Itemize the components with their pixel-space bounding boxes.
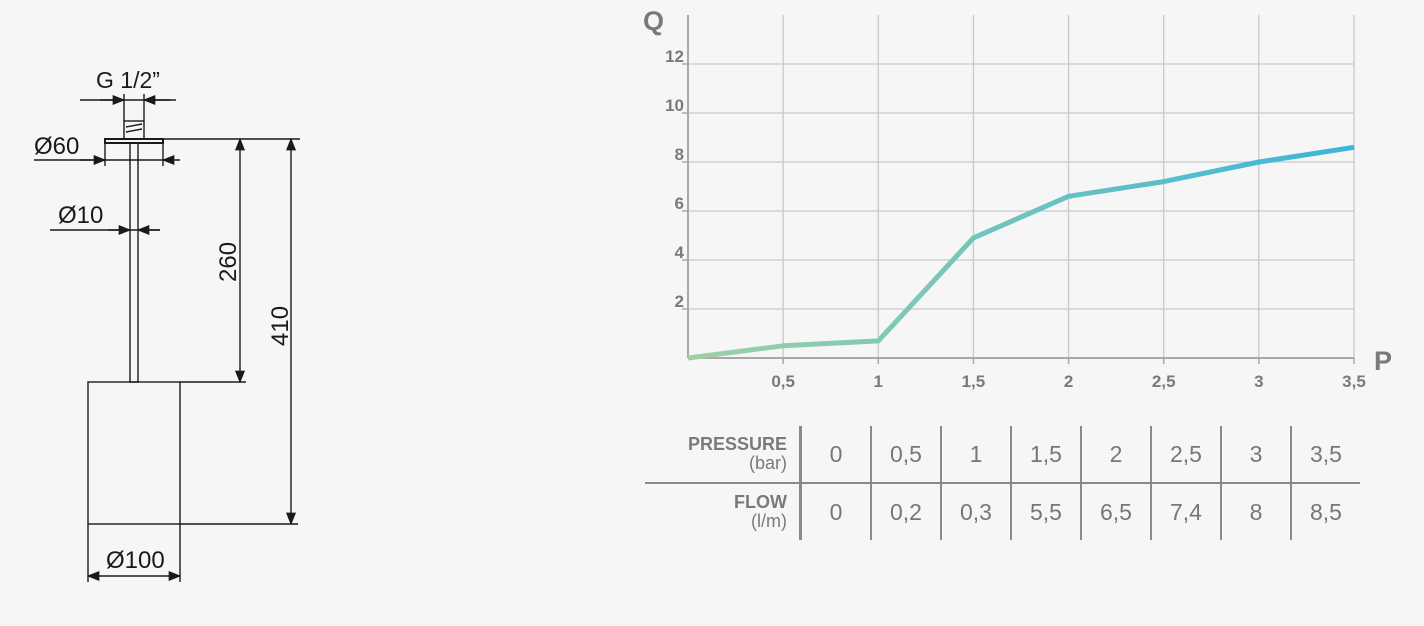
pressure-row: PRESSURE (bar) 0 0,5 1 1,5 2 2,5 3 3,5 bbox=[645, 426, 1360, 484]
flow-value-cell: 0 bbox=[799, 483, 871, 540]
y-tick-label: 10 bbox=[665, 96, 684, 115]
flow-value-cell: 8,5 bbox=[1290, 483, 1360, 540]
flow-series-line bbox=[687, 144, 1355, 361]
flow-value-cell: 0,2 bbox=[870, 483, 941, 540]
x-tick-label: 0,5 bbox=[771, 372, 795, 391]
x-tick-labels: 0,5 1 1,5 2 2,5 3 3,5 bbox=[771, 372, 1365, 391]
pressure-value-cell: 1 bbox=[940, 426, 1011, 484]
chart-grid bbox=[688, 15, 1355, 358]
pipe-length-label: 260 bbox=[215, 242, 242, 282]
flow-value-cell: 5,5 bbox=[1010, 483, 1081, 540]
flange-diameter-label: Ø60 bbox=[34, 133, 79, 160]
head-body bbox=[87, 381, 181, 525]
flow-row: FLOW (l/m) 0 0,2 0,3 5,5 6,5 7,4 8 8,5 bbox=[645, 483, 1360, 540]
flow-value-cell: 6,5 bbox=[1080, 483, 1151, 540]
y-tick-label: 4 bbox=[675, 243, 685, 262]
flow-value-cell: 8 bbox=[1220, 483, 1291, 540]
chart-axes bbox=[682, 15, 1355, 364]
flow-value-cell: 7,4 bbox=[1150, 483, 1221, 540]
flow-header: FLOW (l/m) bbox=[645, 483, 801, 540]
pressure-value-cell: 0,5 bbox=[870, 426, 941, 484]
y-axis-label: Q bbox=[643, 6, 664, 36]
pressure-value-cell: 3 bbox=[1220, 426, 1291, 484]
flow-label: FLOW bbox=[734, 492, 787, 513]
thread-label: G 1/2” bbox=[96, 67, 160, 93]
x-tick-label: 1,5 bbox=[962, 372, 986, 391]
total-length-label: 410 bbox=[267, 306, 294, 346]
x-tick-label: 2,5 bbox=[1152, 372, 1176, 391]
x-tick-label: 1 bbox=[874, 372, 883, 391]
y-tick-label: 12 bbox=[665, 47, 684, 66]
pressure-value-cell: 2,5 bbox=[1150, 426, 1221, 484]
flow-value-cell: 0,3 bbox=[940, 483, 1011, 540]
x-axis-label: P bbox=[1374, 346, 1392, 376]
y-tick-label: 2 bbox=[675, 292, 684, 311]
pressure-value-cell: 1,5 bbox=[1010, 426, 1081, 484]
pressure-value-cell: 3,5 bbox=[1290, 426, 1360, 484]
y-tick-label: 6 bbox=[675, 194, 684, 213]
x-tick-label: 3,5 bbox=[1342, 372, 1366, 391]
head-diameter-label: Ø100 bbox=[106, 547, 165, 574]
pressure-unit: (bar) bbox=[748, 453, 787, 473]
pressure-flow-table: PRESSURE (bar) 0 0,5 1 1,5 2 2,5 3 3,5 FLOW (l/… bbox=[645, 426, 1360, 540]
technical-drawing: G 1/2” Ø60 Ø10 260 410 Ø100 bbox=[34, 67, 300, 582]
x-tick-label: 3 bbox=[1254, 372, 1263, 391]
flow-unit: (l/m) bbox=[751, 511, 787, 531]
y-tick-label: 8 bbox=[675, 145, 684, 164]
pressure-header: PRESSURE (bar) bbox=[645, 426, 801, 484]
x-tick-label: 2 bbox=[1064, 372, 1073, 391]
pressure-value-cell: 2 bbox=[1080, 426, 1151, 484]
y-tick-labels: 2 4 6 8 10 12 bbox=[665, 47, 684, 311]
pipe-diameter-label: Ø10 bbox=[58, 202, 103, 229]
pressure-value-cell: 0 bbox=[799, 426, 871, 484]
pressure-label: PRESSURE bbox=[687, 434, 787, 455]
